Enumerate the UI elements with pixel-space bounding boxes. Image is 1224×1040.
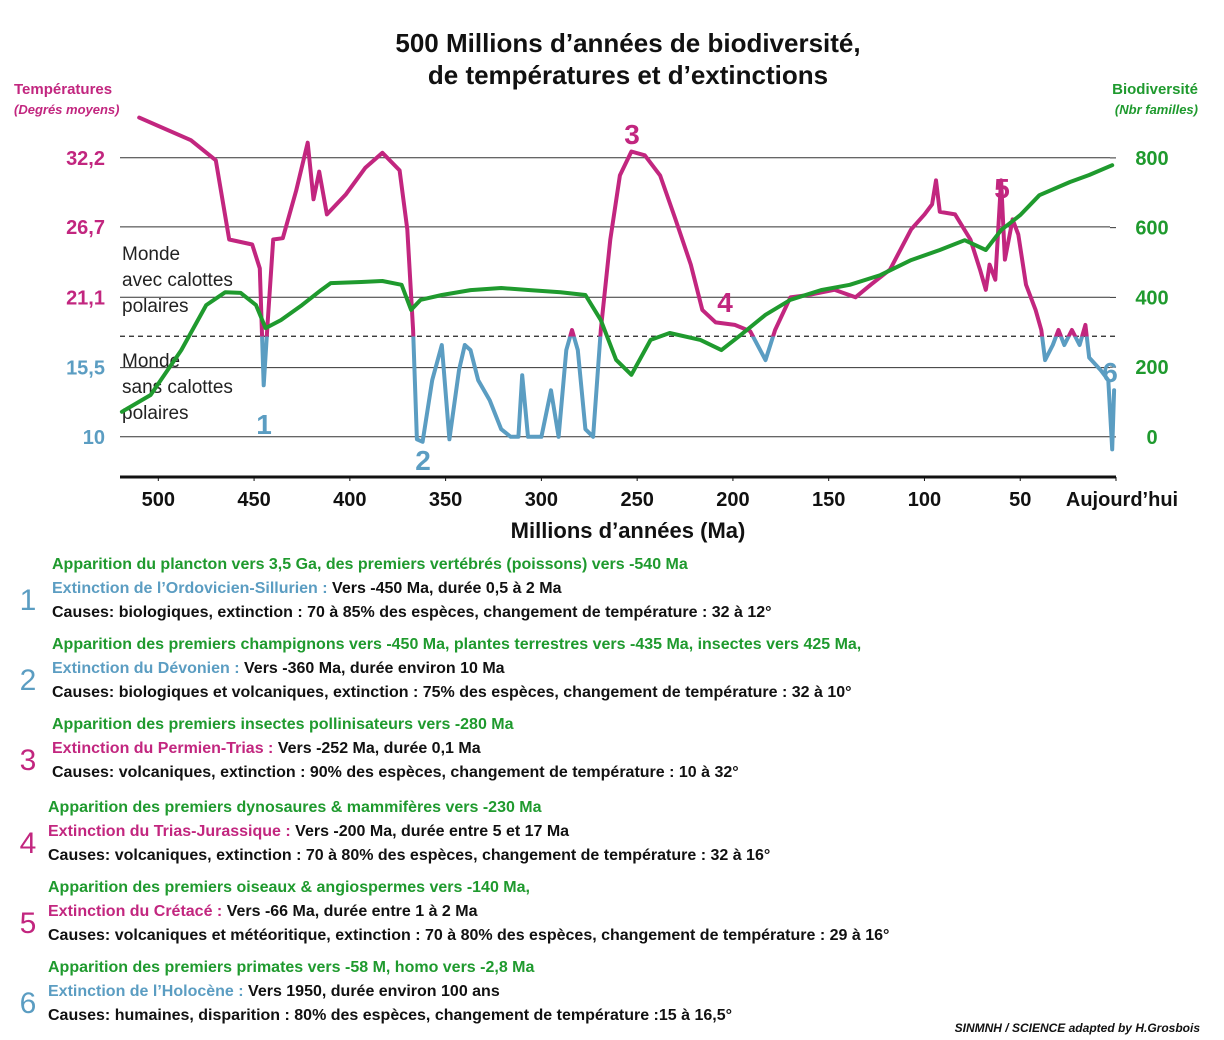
y2-axis-unit: (Nbr familles) <box>1115 102 1198 117</box>
y-axis-label: Températures <box>14 81 112 98</box>
event-extinction: Extinction du Trias-Jurassique : <box>48 823 291 840</box>
event-extinction: Extinction de l’Holocène : <box>48 983 244 1000</box>
x-tick-label: Aujourd’hui <box>1066 489 1178 511</box>
event-extinction-line: Extinction du Trias-Jurassique : Vers -2… <box>48 823 569 840</box>
event-extinction-line: Extinction du Crétacé : Vers -66 Ma, dur… <box>48 903 478 920</box>
event-details: Vers -200 Ma, durée entre 5 et 17 Ma <box>291 823 569 840</box>
event-details: Vers -360 Ma, durée environ 10 Ma <box>240 660 505 677</box>
event-appearance: Apparition du plancton vers 3,5 Ga, des … <box>52 556 688 573</box>
credit: SINMNH / SCIENCE adapted by H.Grosbois <box>955 1021 1201 1035</box>
event-details: Vers 1950, durée environ 100 ans <box>244 983 500 1000</box>
chart-title: 500 Millions d’années de biodiversité, <box>395 28 860 58</box>
series-line <box>137 115 1117 452</box>
y-tick-label: 21,1 <box>66 287 105 309</box>
zone-label: Monde <box>122 244 180 265</box>
event-causes: Causes: humaines, disparition : 80% des … <box>48 1007 732 1024</box>
annotation: 3 <box>624 119 640 150</box>
event-appearance: Apparition des premiers oiseaux & angios… <box>48 879 530 896</box>
y2-tick-label: 800 <box>1135 148 1168 170</box>
y2-tick-label: 400 <box>1135 287 1168 309</box>
event-causes: Causes: volcaniques, extinction : 70 à 8… <box>48 847 770 864</box>
annotation: 1 <box>256 409 272 440</box>
zone-label: sans calottes <box>122 377 233 398</box>
event-extinction-line: Extinction de l’Ordovicien-Sillurien : V… <box>52 580 562 597</box>
x-tick-label: 100 <box>908 489 941 511</box>
x-tick-label: 300 <box>525 489 558 511</box>
y2-axis-label: Biodiversité <box>1112 81 1198 98</box>
event-extinction: Extinction du Crétacé : <box>48 903 222 920</box>
event-causes: Causes: biologiques, extinction : 70 à 8… <box>52 604 772 621</box>
event-appearance: Apparition des premiers dynosaures & mam… <box>48 799 542 816</box>
y2-tick-label: 600 <box>1135 218 1168 240</box>
x-tick-label: 350 <box>429 489 462 511</box>
event-causes: Causes: volcaniques et météoritique, ext… <box>48 927 889 944</box>
event-number: 5 <box>20 907 37 940</box>
x-tick-label: 200 <box>716 489 749 511</box>
annotation: 6 <box>1102 357 1118 388</box>
event-number: 4 <box>20 827 37 860</box>
event-number: 2 <box>20 664 37 697</box>
y-tick-label: 32,2 <box>66 148 105 170</box>
event-appearance: Apparition des premiers champignons vers… <box>52 636 861 653</box>
event-number: 3 <box>20 744 37 777</box>
event-extinction-line: Extinction du Dévonien : Vers -360 Ma, d… <box>52 660 505 677</box>
event-extinction-line: Extinction de l’Holocène : Vers 1950, du… <box>48 983 500 1000</box>
event-number: 6 <box>20 987 37 1020</box>
event-extinction-line: Extinction du Permien-Trias : Vers -252 … <box>52 740 481 757</box>
event-extinction: Extinction du Permien-Trias : <box>52 740 273 757</box>
x-tick-label: 500 <box>142 489 175 511</box>
y2-tick-label: 200 <box>1135 357 1168 379</box>
event-extinction: Extinction de l’Ordovicien-Sillurien : <box>52 580 328 597</box>
zone-label: Monde <box>122 351 180 372</box>
x-tick-label: 400 <box>333 489 366 511</box>
series-line <box>119 163 1115 414</box>
x-tick-label: 50 <box>1009 489 1031 511</box>
annotation: 2 <box>415 445 431 476</box>
x-tick-label: 150 <box>812 489 845 511</box>
event-causes: Causes: biologiques et volcaniques, exti… <box>52 684 852 701</box>
y2-tick-label: 0 <box>1146 427 1157 449</box>
event-extinction: Extinction du Dévonien : <box>52 660 240 677</box>
x-tick-label: 450 <box>237 489 270 511</box>
event-number: 1 <box>20 584 37 617</box>
y-tick-label: 26,7 <box>66 217 105 239</box>
event-causes: Causes: volcaniques, extinction : 90% de… <box>52 764 739 781</box>
event-details: Vers -66 Ma, durée entre 1 à 2 Ma <box>222 903 477 920</box>
event-details: Vers -450 Ma, durée 0,5 à 2 Ma <box>328 580 562 597</box>
zone-label: polaires <box>122 296 189 317</box>
x-tick-label: 250 <box>620 489 653 511</box>
x-axis-label: Millions d’années (Ma) <box>511 518 746 543</box>
zone-label: polaires <box>122 403 189 424</box>
event-details: Vers -252 Ma, durée 0,1 Ma <box>273 740 480 757</box>
event-appearance: Apparition des premiers insectes pollini… <box>52 716 514 733</box>
zone-label: avec calottes <box>122 270 233 291</box>
event-appearance: Apparition des premiers primates vers -5… <box>48 959 534 976</box>
y-tick-label: 15,5 <box>66 358 105 380</box>
annotation: 4 <box>717 287 733 318</box>
y-axis-unit: (Degrés moyens) <box>14 102 119 117</box>
chart-title: de températures et d’extinctions <box>428 60 828 90</box>
y-tick-label: 10 <box>83 427 105 449</box>
annotation: 5 <box>994 173 1010 204</box>
